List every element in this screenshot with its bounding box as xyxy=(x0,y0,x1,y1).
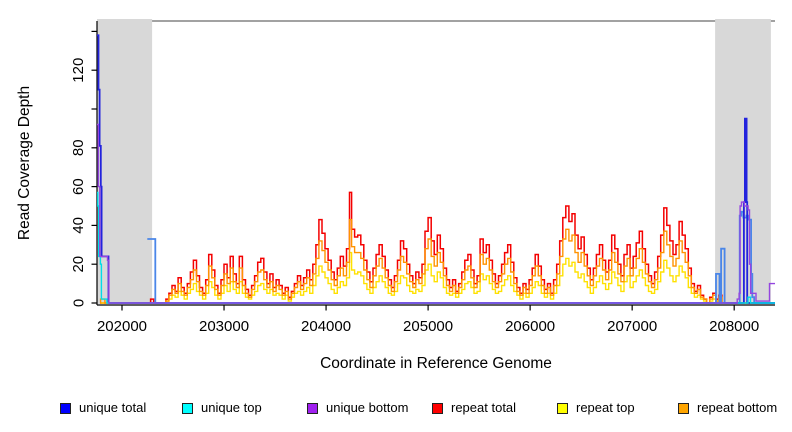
x-tick-label: 207000 xyxy=(607,318,657,335)
y-tick-label: 0 xyxy=(70,299,87,307)
x-tick-label: 204000 xyxy=(301,318,351,335)
x-tick-label: 203000 xyxy=(199,318,249,335)
series-repeat-total xyxy=(100,191,775,304)
x-tick-label: 205000 xyxy=(403,318,453,335)
shaded-region-left xyxy=(97,19,153,304)
y-tick-label: 80 xyxy=(70,139,87,156)
x-axis-title: Coordinate in Reference Genome xyxy=(320,355,552,372)
y-tick-label: 20 xyxy=(70,256,87,273)
x-tick-label: 206000 xyxy=(505,318,555,335)
series-unique-top xyxy=(97,191,775,304)
y-tick-label: 40 xyxy=(70,217,87,234)
series-unique-total-light xyxy=(147,210,775,304)
series-unique-bottom xyxy=(97,123,775,304)
y-tick-label: 120 xyxy=(70,58,87,83)
y-tick-label: 60 xyxy=(70,178,87,195)
x-tick-label: 202000 xyxy=(97,318,147,335)
y-axis-title: Read Coverage Depth xyxy=(16,85,33,241)
x-tick-label: 208000 xyxy=(709,318,759,335)
series-repeat-bottom xyxy=(99,218,775,304)
